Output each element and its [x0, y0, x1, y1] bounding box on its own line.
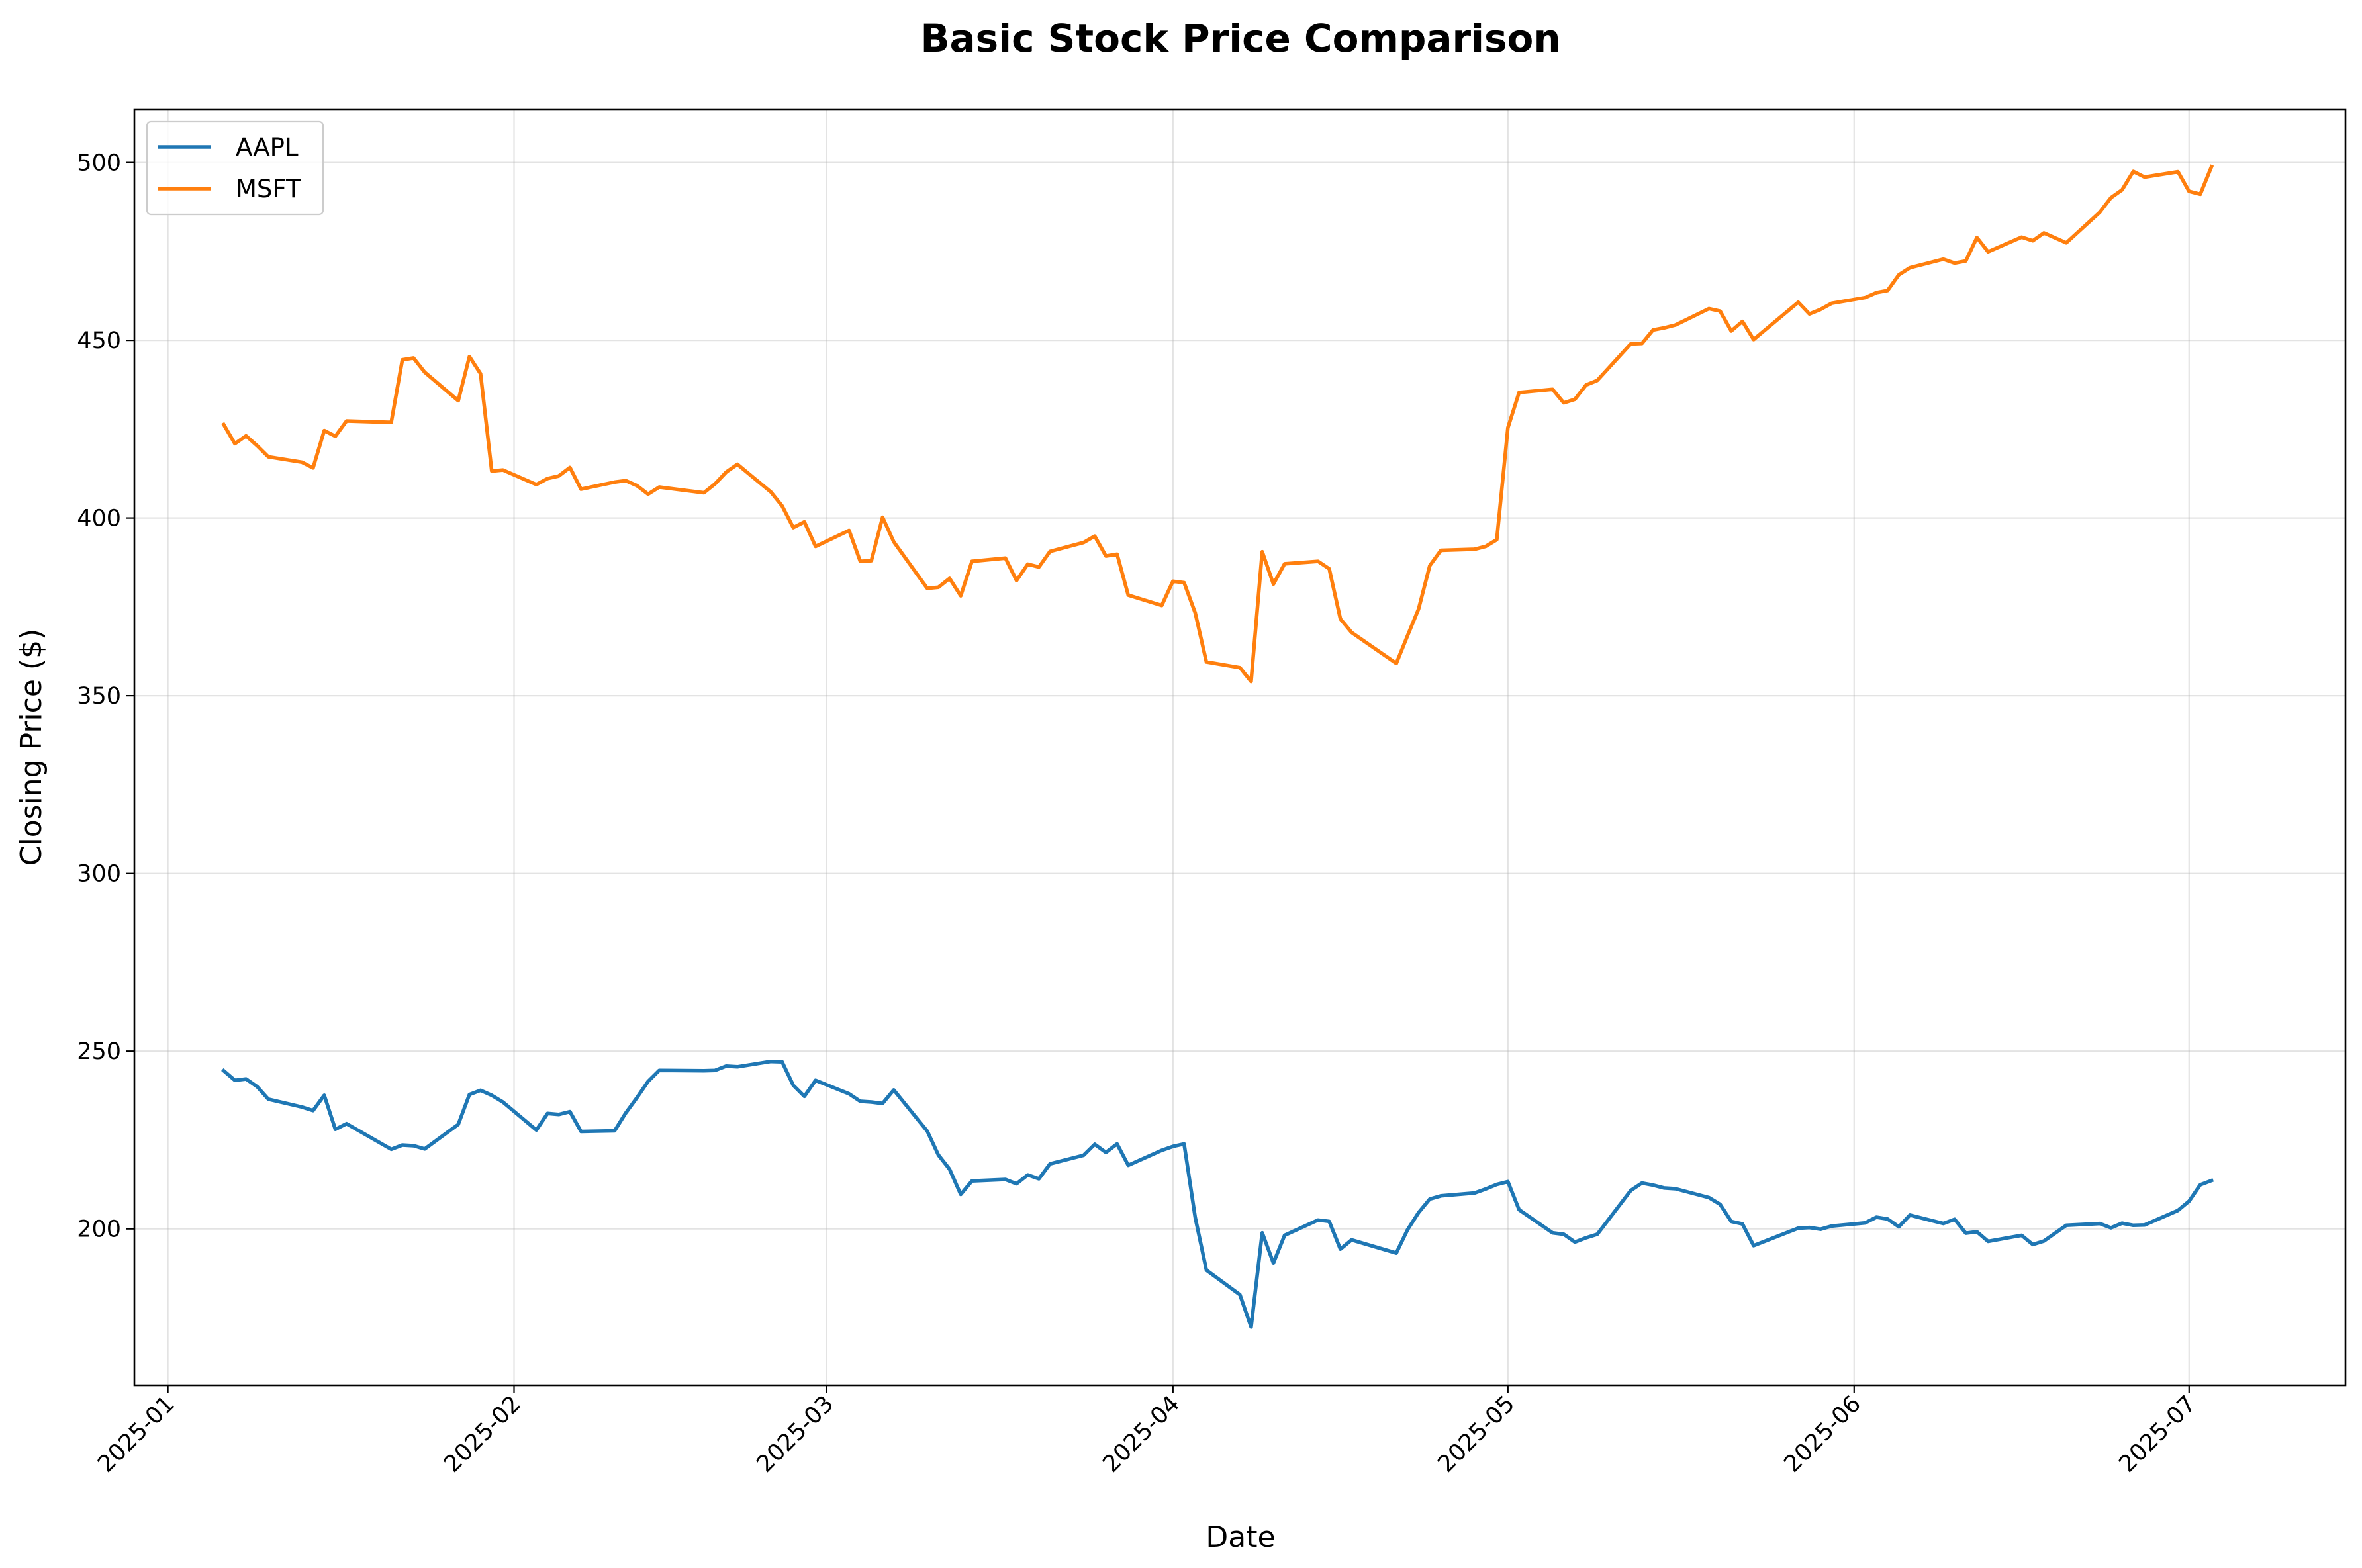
grid-lines [134, 109, 2345, 1385]
x-axis-label: Date [1205, 1520, 1275, 1554]
y-axis-ticks: 200 250 300 350 400 450 500 [77, 150, 134, 1243]
series-line-aapl [221, 1059, 2214, 1329]
plot-frame [133, 108, 2347, 1387]
legend-label-aapl: AAPL [236, 133, 299, 161]
y-tick-label: 250 [77, 1038, 121, 1065]
legend-label-msft: MSFT [236, 175, 301, 203]
y-axis-label: Closing Price ($) [15, 629, 48, 866]
legend-box [146, 120, 324, 216]
legend: AAPL MSFT [146, 120, 324, 216]
y-tick-label: 300 [77, 861, 121, 888]
y-tick-label: 400 [77, 506, 121, 532]
y-tick-label: 200 [77, 1217, 121, 1243]
series-line-msft [221, 164, 2214, 684]
series-lines [221, 164, 2214, 1329]
chart-title: Basic Stock Price Comparison [920, 16, 1560, 61]
y-tick-label: 500 [77, 150, 121, 177]
y-tick-label: 350 [77, 683, 121, 710]
y-tick-label: 450 [77, 328, 121, 354]
